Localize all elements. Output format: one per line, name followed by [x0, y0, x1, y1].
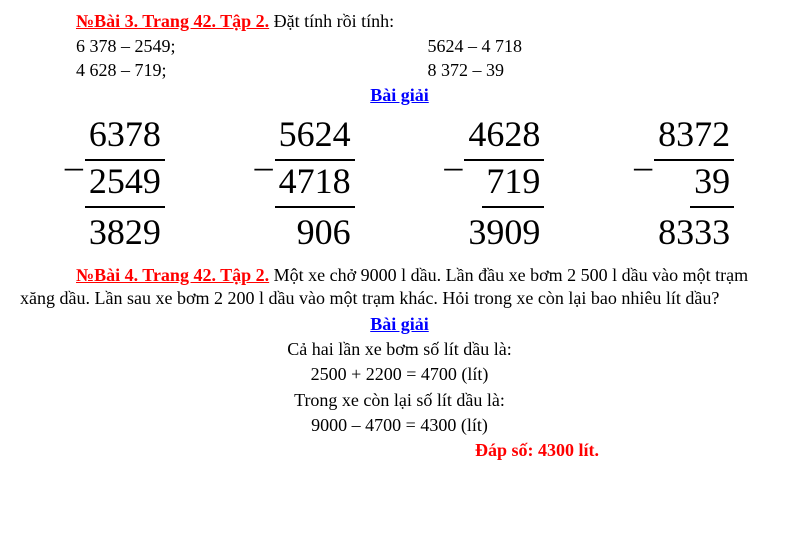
bai3-giai-wrap: Bài giải	[20, 84, 779, 107]
minuend: 6378	[85, 114, 165, 161]
bai4-giai-wrap: Bài giải	[20, 313, 779, 336]
bai4-line: 9000 – 4700 = 4300 (lít)	[20, 414, 779, 437]
bai4-line: Trong xe còn lại số lít dầu là:	[20, 389, 779, 412]
result: 906	[293, 208, 355, 253]
result: 8333	[654, 208, 734, 253]
bai3-col-left: 6 378 – 2549; 4 628 – 719;	[76, 35, 428, 82]
math-row: – 6378 2549 3829 – 5624 4718 906 – 4628 …	[20, 114, 779, 254]
col-nums: 6378 2549 3829	[85, 114, 165, 254]
bai3-heading: №Bài 3. Trang 42. Tập 2.	[76, 11, 269, 31]
subtrahend: 2549	[85, 161, 165, 208]
subtraction: – 8372 39 8333	[634, 114, 734, 254]
minus-sign: –	[65, 145, 83, 187]
bai4-answer-wrap: Đáp số: 4300 lít.	[20, 439, 779, 462]
bai4-answer: Đáp số: 4300 lít.	[475, 440, 599, 460]
bai4-line: Cả hai lần xe bơm số lít dầu là:	[20, 338, 779, 361]
minus-sign: –	[444, 145, 462, 187]
subtrahend: 4718	[275, 161, 355, 208]
bai3-line: №Bài 3. Trang 42. Tập 2. Đặt tính rồi tí…	[20, 10, 779, 33]
minuend: 4628	[464, 114, 544, 161]
minuend: 5624	[275, 114, 355, 161]
result: 3829	[85, 208, 165, 253]
subtraction: – 6378 2549 3829	[65, 114, 165, 254]
bai4-block: №Bài 4. Trang 42. Tập 2. Một xe chở 9000…	[20, 264, 779, 311]
minus-sign: –	[255, 145, 273, 187]
col-nums: 5624 4718 906	[275, 114, 355, 254]
bai4-giai: Bài giải	[370, 314, 429, 334]
minuend: 8372	[654, 114, 734, 161]
bai3-col-right: 5624 – 4 718 8 372 – 39	[428, 35, 780, 82]
bai3-item: 6 378 – 2549;	[76, 35, 428, 58]
bai3-item: 5624 – 4 718	[428, 35, 780, 58]
col-nums: 8372 39 8333	[654, 114, 734, 254]
bai3-item: 4 628 – 719;	[76, 59, 428, 82]
result: 3909	[464, 208, 544, 253]
bai4-line: 2500 + 2200 = 4700 (lít)	[20, 363, 779, 386]
subtraction: – 4628 719 3909	[444, 114, 544, 254]
bai3-items: 6 378 – 2549; 4 628 – 719; 5624 – 4 718 …	[20, 35, 779, 82]
bai3-prompt: Đặt tính rồi tính:	[269, 11, 394, 31]
bai3-item: 8 372 – 39	[428, 59, 780, 82]
subtrahend: 719	[482, 161, 544, 208]
subtrahend: 39	[690, 161, 734, 208]
col-nums: 4628 719 3909	[464, 114, 544, 254]
bai4-heading: №Bài 4. Trang 42. Tập 2.	[76, 265, 269, 285]
subtraction: – 5624 4718 906	[255, 114, 355, 254]
minus-sign: –	[634, 145, 652, 187]
bai3-giai: Bài giải	[370, 85, 429, 105]
